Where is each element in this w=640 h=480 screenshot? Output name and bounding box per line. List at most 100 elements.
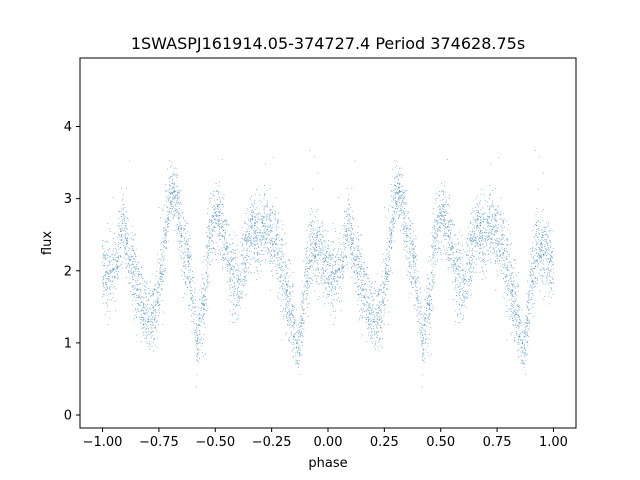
scatter-point — [527, 308, 529, 310]
scatter-point — [224, 247, 226, 249]
scatter-point — [334, 256, 336, 258]
scatter-point — [214, 218, 216, 220]
scatter-point — [123, 244, 125, 246]
scatter-point — [413, 265, 415, 267]
scatter-point — [534, 277, 536, 278]
scatter-point — [423, 349, 424, 351]
scatter-point — [285, 289, 287, 291]
scatter-point — [102, 294, 104, 295]
scatter-point — [383, 324, 385, 326]
scatter-point — [497, 237, 499, 239]
scatter-point — [255, 216, 257, 218]
scatter-point — [184, 228, 186, 229]
scatter-point — [454, 277, 456, 278]
scatter-point — [461, 278, 463, 280]
scatter-point — [410, 275, 412, 277]
scatter-point — [261, 250, 262, 252]
scatter-point — [102, 246, 104, 248]
scatter-point — [182, 211, 184, 213]
scatter-point — [359, 234, 361, 236]
scatter-point — [186, 286, 188, 288]
scatter-point — [216, 211, 218, 213]
scatter-point — [436, 240, 438, 242]
scatter-point — [514, 313, 516, 315]
scatter-point — [186, 255, 188, 257]
scatter-point — [177, 232, 179, 234]
scatter-point — [523, 348, 525, 350]
scatter-point — [337, 264, 339, 266]
scatter-point — [113, 242, 115, 244]
scatter-point — [321, 272, 323, 274]
scatter-point — [110, 255, 111, 257]
scatter-point — [316, 229, 318, 231]
scatter-point — [370, 323, 372, 325]
scatter-point — [528, 302, 530, 304]
scatter-point — [462, 288, 464, 290]
scatter-point — [162, 311, 164, 313]
scatter-point — [234, 276, 236, 278]
scatter-point — [238, 295, 240, 297]
scatter-point — [300, 341, 302, 343]
scatter-point — [378, 342, 380, 344]
scatter-point — [533, 316, 535, 317]
scatter-point — [190, 297, 192, 299]
scatter-point — [157, 302, 159, 304]
scatter-point — [452, 244, 454, 246]
scatter-point — [260, 235, 261, 237]
scatter-point — [424, 289, 425, 291]
scatter-point — [229, 285, 231, 287]
scatter-point — [189, 269, 191, 271]
scatter-point — [527, 327, 529, 329]
scatter-point — [437, 260, 439, 262]
scatter-point — [518, 327, 520, 329]
scatter-point — [185, 242, 187, 244]
scatter-point — [213, 247, 215, 249]
scatter-point — [493, 218, 495, 220]
scatter-point — [550, 260, 552, 262]
scatter-point — [174, 229, 176, 231]
scatter-point — [136, 295, 137, 297]
scatter-point — [368, 278, 369, 279]
scatter-point — [381, 321, 383, 322]
scatter-point — [351, 238, 353, 240]
scatter-point — [373, 300, 375, 302]
scatter-point — [495, 221, 497, 222]
scatter-point — [185, 293, 187, 295]
scatter-point — [415, 269, 417, 271]
scatter-point — [205, 272, 207, 274]
scatter-point — [230, 268, 232, 269]
scatter-point — [175, 174, 177, 176]
scatter-point — [371, 336, 373, 338]
scatter-point — [195, 299, 196, 301]
scatter-point — [436, 228, 438, 230]
scatter-point — [154, 317, 155, 319]
scatter-point — [317, 209, 319, 210]
scatter-point — [398, 217, 400, 219]
scatter-point — [236, 319, 238, 321]
scatter-point — [450, 220, 452, 222]
scatter-point — [132, 225, 134, 227]
scatter-point — [476, 212, 478, 213]
scatter-point — [445, 211, 447, 213]
scatter-point — [131, 261, 133, 263]
scatter-point — [500, 239, 502, 241]
scatter-point — [284, 264, 286, 266]
scatter-point — [418, 277, 420, 279]
scatter-point — [271, 270, 273, 272]
scatter-point — [356, 272, 358, 274]
scatter-point — [443, 223, 445, 225]
scatter-point — [215, 219, 217, 221]
scatter-point — [188, 260, 189, 262]
scatter-point — [106, 299, 108, 301]
scatter-point — [224, 249, 226, 250]
scatter-point — [396, 203, 398, 205]
scatter-point — [142, 317, 144, 319]
scatter-point — [185, 266, 187, 268]
scatter-point — [150, 336, 152, 338]
scatter-point — [259, 240, 261, 242]
scatter-point — [311, 264, 313, 266]
scatter-point — [262, 221, 264, 223]
scatter-point — [155, 275, 157, 277]
scatter-point — [412, 255, 413, 257]
scatter-point — [324, 245, 326, 247]
